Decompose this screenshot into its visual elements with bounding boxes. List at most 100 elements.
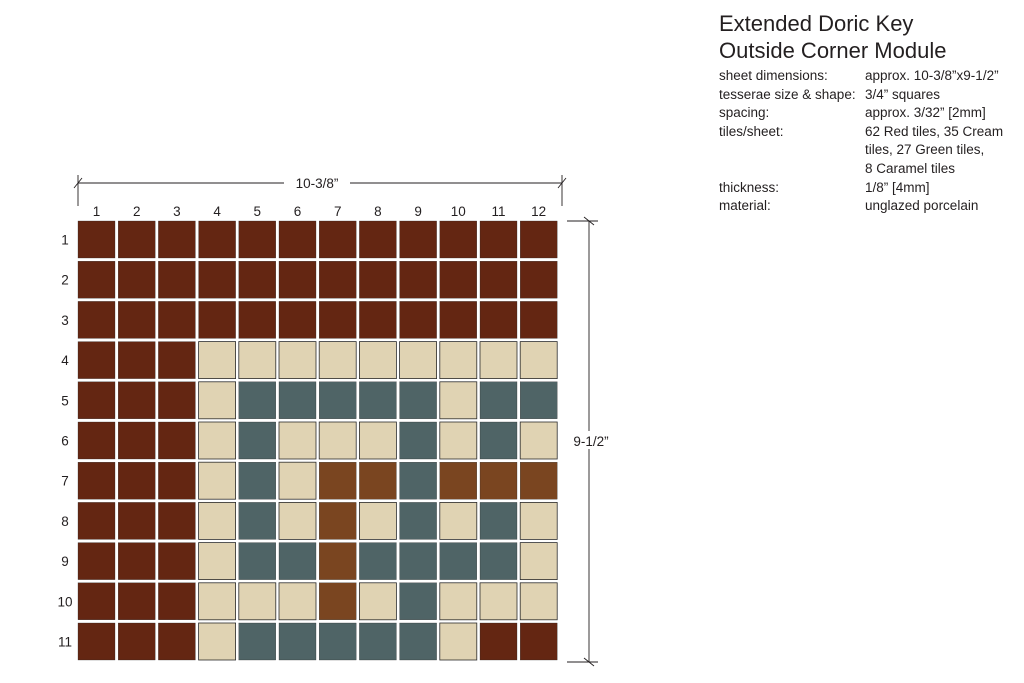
spec-label: thickness: bbox=[719, 179, 780, 195]
tile bbox=[278, 261, 317, 299]
tile bbox=[439, 421, 478, 460]
tile bbox=[318, 421, 357, 460]
tile bbox=[519, 341, 558, 380]
column-label: 11 bbox=[491, 204, 505, 219]
tile bbox=[479, 220, 518, 259]
tile bbox=[158, 622, 196, 661]
tile bbox=[358, 501, 397, 540]
tile bbox=[118, 381, 156, 419]
column-label: 1 bbox=[93, 204, 101, 219]
row-label: 9 bbox=[61, 554, 69, 569]
tile bbox=[479, 462, 518, 500]
tile bbox=[358, 421, 397, 460]
tile bbox=[198, 220, 236, 259]
row-label: 4 bbox=[61, 353, 69, 368]
tile bbox=[158, 421, 196, 460]
tile bbox=[278, 301, 317, 339]
spec-value-line: 62 Red tiles, 35 Cream bbox=[865, 123, 1004, 139]
title: Extended Doric Key Outside Corner Module bbox=[719, 10, 1019, 64]
row-label: 11 bbox=[58, 635, 72, 650]
column-label: 2 bbox=[133, 204, 141, 219]
tile bbox=[238, 301, 276, 339]
row-label: 8 bbox=[61, 514, 69, 529]
tile bbox=[118, 220, 156, 259]
width-tick-right bbox=[557, 177, 567, 189]
spec-value: unglazed porcelain bbox=[865, 197, 1019, 216]
tile bbox=[278, 582, 317, 621]
tile bbox=[439, 341, 478, 380]
tile bbox=[118, 261, 156, 299]
tile bbox=[278, 461, 317, 500]
tile bbox=[359, 261, 397, 299]
column-label: 7 bbox=[334, 204, 342, 219]
spec-row: spacing: approx. 3/32” [2mm] bbox=[719, 104, 1019, 123]
tile bbox=[118, 462, 156, 500]
tile bbox=[399, 381, 437, 419]
height-label: 9-1/2” bbox=[573, 434, 608, 449]
tile bbox=[238, 582, 277, 621]
tile bbox=[278, 341, 317, 380]
column-label: 6 bbox=[294, 204, 302, 219]
tile-grid bbox=[77, 220, 558, 661]
tile bbox=[479, 502, 518, 540]
spec-value-line: 8 Caramel tiles bbox=[865, 160, 956, 176]
tile bbox=[359, 622, 397, 661]
tile bbox=[479, 341, 518, 380]
tile bbox=[158, 261, 196, 299]
tile bbox=[158, 582, 196, 620]
tile bbox=[238, 502, 276, 540]
spec-value: 1/8” [4mm] bbox=[865, 179, 1019, 198]
tile bbox=[479, 261, 518, 299]
tile bbox=[439, 220, 477, 259]
tile bbox=[118, 542, 156, 580]
tile bbox=[439, 622, 478, 661]
tile bbox=[520, 462, 558, 500]
column-label: 4 bbox=[213, 204, 221, 219]
tile bbox=[479, 301, 518, 339]
tile bbox=[318, 341, 357, 380]
tile bbox=[319, 220, 357, 259]
tile bbox=[519, 582, 558, 621]
tile bbox=[77, 301, 116, 339]
tile bbox=[520, 381, 558, 419]
spec-row: sheet dimensions: approx. 10-3/8”x9-1/2” bbox=[719, 67, 1019, 86]
tile bbox=[158, 341, 196, 379]
tile bbox=[399, 622, 437, 661]
tile bbox=[238, 220, 276, 259]
spec-value-line: unglazed porcelain bbox=[865, 198, 979, 214]
row-label: 10 bbox=[57, 594, 72, 609]
tile bbox=[198, 381, 237, 420]
tile bbox=[359, 462, 397, 500]
tile bbox=[520, 301, 558, 339]
tile bbox=[358, 341, 397, 380]
tile bbox=[439, 381, 478, 420]
spec-value-line: 1/8” [4mm] bbox=[865, 179, 930, 195]
tile bbox=[158, 462, 196, 500]
tile bbox=[439, 462, 477, 500]
row-label: 2 bbox=[61, 273, 69, 288]
tile bbox=[278, 622, 317, 661]
tile bbox=[399, 542, 437, 580]
row-label: 3 bbox=[61, 313, 69, 328]
tile bbox=[439, 261, 477, 299]
tile bbox=[198, 261, 236, 299]
title-line-2: Outside Corner Module bbox=[719, 38, 947, 63]
tile bbox=[278, 381, 317, 419]
tile bbox=[439, 582, 478, 621]
tile bbox=[77, 261, 116, 299]
tile bbox=[77, 341, 116, 379]
title-line-1: Extended Doric Key bbox=[719, 11, 914, 36]
column-label: 9 bbox=[414, 204, 422, 219]
tile bbox=[439, 301, 477, 339]
tile bbox=[319, 301, 357, 339]
tile bbox=[158, 381, 196, 419]
tile bbox=[238, 421, 276, 460]
spec-value: 62 Red tiles, 35 Cream tiles, 27 Green ti… bbox=[865, 123, 1019, 179]
tile bbox=[118, 301, 156, 339]
tile bbox=[399, 582, 437, 620]
tile bbox=[319, 462, 357, 500]
row-labels: 1 2 3 4 5 6 7 8 9 10 11 bbox=[57, 233, 72, 650]
tile bbox=[278, 542, 317, 580]
tile bbox=[158, 542, 196, 580]
